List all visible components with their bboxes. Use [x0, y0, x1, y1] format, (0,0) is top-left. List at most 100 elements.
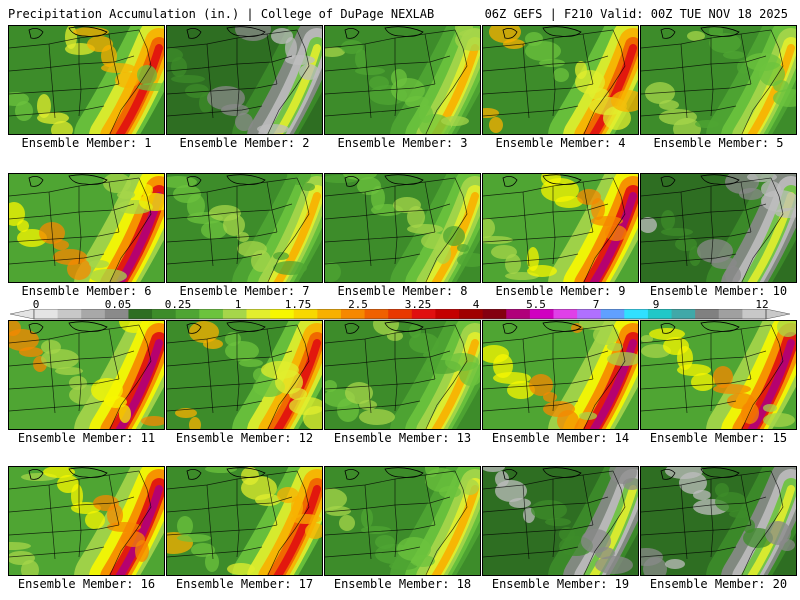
precip-patch [89, 269, 127, 282]
precip-map [8, 173, 165, 283]
state-boundary [167, 378, 278, 390]
ensemble-panel: Ensemble Member: 8 [324, 173, 481, 306]
precip-patch [257, 124, 289, 134]
run-valid-time: 06Z GEFS | F210 Valid: 00Z TUE NOV 18 20… [484, 7, 788, 21]
precip-patch [545, 518, 571, 526]
lake-outline [502, 469, 518, 480]
lake-outline [68, 321, 108, 332]
precip-patch [661, 228, 693, 236]
state-boundary [710, 186, 714, 265]
state-boundary [641, 400, 737, 412]
colorbar-swatch [695, 309, 720, 319]
precip-map [482, 25, 639, 135]
state-boundary [167, 105, 263, 117]
precip-patch [53, 249, 87, 265]
precip-patch [491, 245, 517, 259]
ensemble-member-label: Ensemble Member: 12 [175, 431, 314, 445]
precip-band [747, 44, 795, 134]
precip-patch [167, 48, 183, 62]
colorbar-tick-label: 12 [755, 298, 769, 311]
state-boundary [108, 474, 120, 526]
colorbar-tick-label: 5.5 [526, 298, 546, 311]
precip-map-svg [167, 467, 322, 575]
colorbar-swatch [671, 309, 696, 319]
precip-band [589, 192, 637, 282]
precip-patch [299, 64, 319, 80]
state-boundary [236, 333, 240, 412]
precip-map [482, 466, 639, 576]
ensemble-panel: Ensemble Member: 11 [8, 320, 165, 453]
precip-map [166, 466, 323, 576]
precip-patch [605, 225, 627, 241]
state-boundary [641, 524, 752, 536]
precip-patch [773, 89, 796, 107]
state-boundary [9, 400, 105, 412]
state-boundary [109, 470, 152, 575]
state-boundary [267, 470, 310, 575]
precip-band [747, 339, 795, 429]
precip-map-svg [641, 26, 796, 134]
state-boundary [710, 333, 714, 412]
lake-outline [28, 28, 44, 39]
state-boundary [108, 181, 120, 233]
lake-outline [344, 469, 360, 480]
precip-patch [175, 408, 197, 418]
state-boundary [167, 253, 263, 265]
ensemble-panel: Ensemble Member: 19 [482, 466, 639, 599]
precip-patch [495, 471, 509, 487]
state-boundary [552, 479, 556, 558]
precip-patch [687, 31, 705, 41]
state-boundary [325, 231, 436, 243]
colorbar-ticks: 0 0.05 0.25 1 1.75 2.5 3.25 4 5.5 7 9 12 [10, 298, 790, 311]
state-boundary [167, 524, 278, 536]
lake-outline [344, 176, 360, 187]
ensemble-panel: Ensemble Member: 4 [482, 25, 639, 158]
colorbar-swatch [81, 309, 106, 319]
colorbar-swatch [529, 309, 554, 319]
precip-patch [171, 57, 187, 77]
state-boundary [583, 470, 626, 575]
state-boundary [680, 484, 688, 560]
precip-band [115, 339, 163, 429]
state-boundary [483, 378, 594, 390]
state-boundary [266, 33, 278, 85]
state-boundary [48, 338, 56, 414]
precip-map-svg [167, 26, 322, 134]
precip-patch [115, 72, 139, 88]
state-boundary [236, 186, 240, 265]
precip-patch [41, 340, 61, 354]
state-boundary [167, 83, 278, 95]
precip-patch [325, 488, 347, 510]
precip-patch [661, 210, 675, 230]
precip-map-svg [483, 174, 638, 282]
ensemble-member-label: Ensemble Member: 16 [17, 577, 156, 591]
ensemble-member-label: Ensemble Member: 14 [491, 431, 630, 445]
precip-patch [581, 529, 611, 553]
state-boundary [394, 479, 398, 558]
colorbar-swatch [152, 309, 177, 319]
ensemble-panel: Ensemble Member: 1 [8, 25, 165, 158]
lake-outline [542, 321, 582, 332]
colorbar-strip [10, 309, 790, 320]
lake-outline [660, 323, 676, 334]
precip-patch [763, 413, 795, 427]
state-boundary [325, 524, 436, 536]
precip-patch [409, 333, 439, 353]
state-boundary [641, 546, 737, 558]
precip-patch [553, 68, 569, 82]
colorbar-swatch [553, 309, 578, 319]
precip-patch [167, 176, 197, 188]
state-boundary [710, 479, 714, 558]
precip-patch [543, 401, 575, 417]
precip-patch [483, 218, 495, 238]
precip-patch [575, 61, 587, 79]
precip-patch [709, 26, 723, 38]
colorbar-tick-label: 0.25 [164, 298, 192, 311]
state-boundary [267, 177, 310, 282]
state-boundary [552, 186, 556, 265]
precip-patch [171, 75, 205, 83]
ensemble-member-label: Ensemble Member: 13 [333, 431, 472, 445]
state-boundary [9, 83, 120, 95]
colorbar-tick-label: 3.25 [404, 298, 432, 311]
colorbar-swatch [624, 309, 649, 319]
